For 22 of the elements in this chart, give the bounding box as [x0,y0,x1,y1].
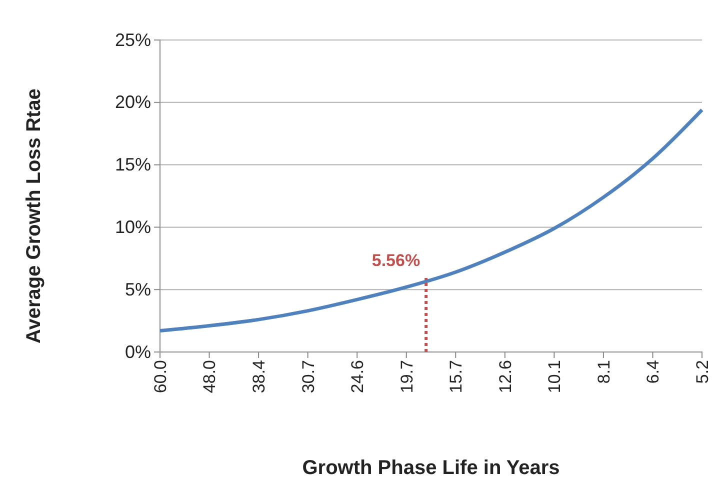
x-tick-label: 48.0 [200,360,220,394]
y-tick-label: 5% [124,279,151,300]
x-tick-label: 10.1 [545,360,564,394]
y-tick-label: 20% [114,92,151,112]
x-tick-label: 30.7 [298,360,318,394]
line-series [158,108,704,333]
x-tick-label: 38.4 [249,360,268,394]
x-tick-label: 19.7 [397,360,416,394]
x-tick-label: 60.0 [150,360,170,394]
y-axis-title: Average Growth Loss Rtae [23,88,45,344]
x-tick-label: 5.2 [692,360,712,384]
annotation: 5.56% [372,251,420,270]
y-tick-label: 15% [114,154,151,175]
y-tick-label: 0% [124,342,151,362]
y-tick-label: 10% [114,216,151,237]
y-tick-label: 25% [114,30,151,50]
x-tick-label: 6.4 [644,360,663,384]
x-tick-label: 15.7 [446,360,466,394]
x-tick-label: 8.1 [594,360,614,384]
x-axis-title: Growth Phase Life in Years [302,457,560,479]
x-tick-label: 12.6 [496,360,515,394]
x-tick-label: 24.6 [348,360,368,394]
